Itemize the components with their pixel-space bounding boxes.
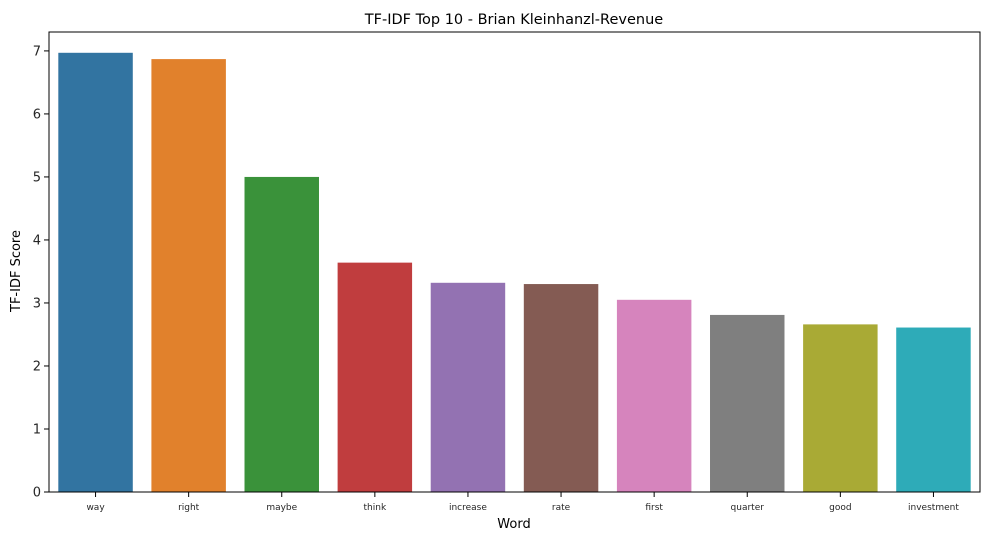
bar-way (58, 52, 133, 492)
x-tick-label: way (86, 503, 105, 513)
bar-increase (430, 282, 506, 492)
bar-rate (523, 284, 599, 492)
bar-investment (896, 327, 971, 492)
x-tick-label: maybe (266, 503, 297, 513)
x-tick-label: investment (908, 503, 959, 513)
y-tick-label: 7 (33, 44, 41, 59)
y-tick-label: 2 (33, 359, 41, 374)
x-tick-label: think (364, 503, 387, 513)
y-tick-label: 1 (33, 422, 41, 437)
x-tick-label: good (829, 503, 851, 513)
bar-first (616, 299, 692, 492)
y-tick-label: 0 (33, 486, 41, 501)
y-tick-label: 4 (33, 233, 41, 248)
x-tick-label: quarter (731, 503, 765, 513)
x-tick-label: first (645, 503, 663, 513)
plot-area: 0 1 2 3 4 5 6 7 way right maybe think increase rate fi… (33, 31, 981, 513)
axes-frame (48, 31, 981, 493)
y-axis-label: TF-IDF Score (9, 230, 24, 313)
bar-good (803, 324, 878, 492)
x-tick-label: rate (552, 503, 571, 513)
y-tick-label: 6 (33, 107, 41, 122)
chart-title: TF-IDF Top 10 - Brian Kleinhanzl-Revenue (364, 12, 663, 28)
bar-think (337, 262, 413, 492)
y-tick-label: 3 (33, 296, 41, 311)
bar-right (151, 59, 226, 493)
x-tick-label: increase (449, 503, 487, 513)
x-tick-label: right (178, 503, 200, 513)
x-axis-label: Word (497, 517, 530, 532)
y-tick-label: 5 (33, 170, 41, 185)
bar-quarter (710, 314, 785, 492)
bar-maybe (244, 176, 319, 492)
